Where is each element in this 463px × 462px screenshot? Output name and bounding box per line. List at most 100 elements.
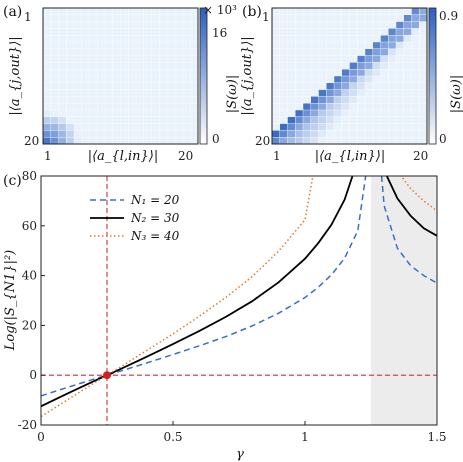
heatmap-cell — [97, 7, 106, 16]
heatmap-cell — [112, 48, 121, 56]
heatmap-cell — [42, 116, 52, 125]
heatmap-cell — [190, 41, 199, 50]
y-tick-label: 40 — [22, 269, 37, 283]
heatmap-cell — [372, 130, 381, 138]
heatmap-cell — [403, 136, 412, 145]
heatmap-cell — [341, 136, 350, 145]
heatmap-cell — [295, 28, 304, 36]
heatmap-cell — [318, 130, 327, 138]
heatmap-cell — [104, 14, 114, 23]
heatmap-cell — [135, 136, 145, 145]
heatmap-cell — [388, 35, 397, 43]
heatmap-cell — [395, 136, 405, 145]
heatmap-cell — [333, 21, 343, 29]
heatmap-cell — [357, 62, 366, 70]
heatmap-cell — [66, 62, 75, 70]
heatmap-cell — [279, 14, 288, 23]
heatmap-cell — [81, 35, 90, 43]
heatmap-cell — [403, 109, 412, 118]
heatmap-cell — [295, 68, 304, 77]
heatmap-cell — [143, 55, 152, 63]
heatmap-cell — [159, 62, 168, 70]
heatmap-cell — [341, 7, 350, 16]
heatmap-cell — [89, 7, 98, 16]
heatmap-cell — [318, 109, 327, 118]
heatmap-cell — [372, 62, 381, 70]
heatmap-cell — [287, 62, 296, 70]
heatmap-cell — [166, 116, 176, 125]
heatmap-cell — [357, 96, 366, 104]
heatmap-cell — [341, 89, 350, 97]
heatmap-cell — [388, 7, 397, 16]
heatmap-cell — [58, 55, 67, 63]
heatmap-cell — [333, 35, 343, 43]
heatmap-cell — [120, 82, 129, 91]
heatmap-cell — [279, 62, 288, 70]
heatmap-a-x-tick-right: 20 — [178, 149, 193, 163]
heatmap-cell — [349, 130, 358, 138]
heatmap-cell — [182, 62, 191, 70]
heatmap-cell — [403, 75, 412, 84]
heatmap-cell — [89, 82, 98, 91]
heatmap-cell — [349, 21, 358, 29]
heatmap-cell — [97, 68, 106, 77]
heatmap-cell — [190, 89, 199, 97]
heatmap-cell — [174, 82, 183, 91]
heatmap-cell — [372, 116, 381, 125]
heatmap-cell — [190, 136, 199, 145]
heatmap-cell — [50, 89, 59, 97]
heatmap-cell — [112, 89, 121, 97]
heatmap-cell — [380, 136, 389, 145]
heatmap-cell — [271, 102, 281, 111]
heatmap-cell — [73, 41, 83, 50]
heatmap-cell — [364, 136, 374, 145]
heatmap-cell — [411, 14, 420, 23]
heatmap-cell — [128, 28, 137, 36]
heatmap-cell — [190, 82, 199, 91]
heatmap-cell — [182, 14, 191, 23]
heatmap-cell — [411, 35, 420, 43]
heatmap-cell — [190, 14, 199, 23]
heatmap-cell — [333, 136, 343, 145]
heatmap-cell — [411, 68, 420, 77]
heatmap-cell — [81, 21, 90, 29]
y-tick-label: 60 — [22, 219, 37, 233]
heatmap-cell — [135, 41, 145, 50]
heatmap-cell — [143, 62, 152, 70]
heatmap-cell — [81, 82, 90, 91]
heatmap-cell — [120, 14, 129, 23]
heatmap-cell — [372, 14, 381, 23]
heatmap-cell — [287, 116, 296, 125]
heatmap-cell — [89, 28, 98, 36]
heatmap-cell — [151, 68, 160, 77]
heatmap-cell — [279, 75, 288, 84]
heatmap-cell — [174, 136, 183, 145]
heatmap-cell — [279, 89, 288, 97]
heatmap-cell — [411, 123, 420, 131]
heatmap-cell — [166, 28, 176, 36]
heatmap-cell — [403, 28, 412, 36]
series-line-4 — [385, 176, 437, 237]
heatmap-cell — [349, 62, 358, 70]
heatmap-cell — [182, 28, 191, 36]
heatmap-cell — [50, 55, 59, 63]
heatmap-cell — [58, 109, 67, 118]
heatmap-cell — [411, 28, 420, 36]
series-line-0 — [41, 176, 367, 397]
heatmap-cell — [151, 102, 160, 111]
heatmap-cell — [66, 116, 75, 125]
heatmap-cell — [326, 14, 335, 23]
heatmap-cell — [357, 35, 366, 43]
heatmap-cell — [42, 41, 52, 50]
heatmap-cell — [120, 75, 129, 84]
heatmap-cell — [271, 14, 281, 23]
heatmap-cell — [419, 41, 428, 50]
legend-entry: N₁ = 20 — [130, 193, 180, 207]
heatmap-cell — [411, 96, 420, 104]
heatmap-cell — [128, 116, 137, 125]
heatmap-cell — [151, 130, 160, 138]
heatmap-cell — [112, 7, 121, 16]
heatmap-cell — [182, 7, 191, 16]
heatmap-cell — [128, 7, 137, 16]
heatmap-cell — [190, 75, 199, 84]
